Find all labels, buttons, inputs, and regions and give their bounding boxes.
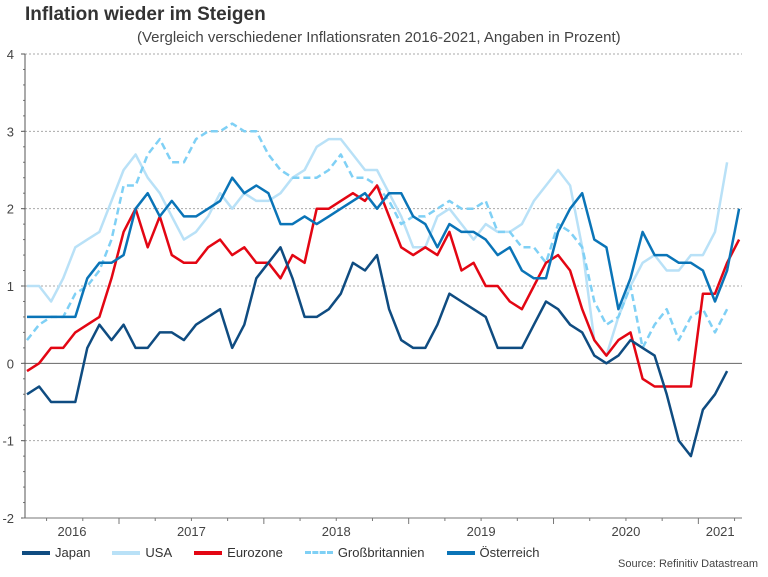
series-line-usa	[27, 137, 729, 357]
legend-swatch-eurozone	[194, 550, 223, 555]
x-tick-label: 2018	[322, 524, 351, 539]
x-tick-label: 2016	[58, 524, 87, 539]
legend-label: Eurozone	[227, 545, 283, 560]
legend-swatch-usa	[112, 550, 141, 555]
x-tick-label: 2021	[706, 524, 735, 539]
series-line-sterreich	[27, 176, 741, 319]
chart-title: Inflation wieder im Steigen	[25, 4, 266, 25]
legend-swatch-oesterreich	[446, 550, 475, 555]
y-tick-label: 3	[7, 124, 14, 139]
legend-item-oesterreich: Österreich	[446, 545, 540, 560]
gridlines	[25, 53, 742, 442]
y-tick-label: 1	[7, 279, 14, 294]
y-axis: -2 -1 0 1 2 3 4	[2, 47, 26, 526]
legend: Japan USA Eurozone Großbritannien Österr…	[22, 545, 562, 560]
y-tick-label: 4	[7, 47, 14, 62]
legend-item-eurozone: Eurozone	[194, 545, 283, 560]
source-note: Source: Refinitiv Datastream	[618, 558, 758, 570]
y-tick-label: 2	[7, 202, 14, 217]
series-lines	[26, 122, 741, 458]
y-tick-label: -2	[2, 511, 14, 526]
legend-item-usa: USA	[112, 545, 172, 560]
legend-label: Japan	[55, 545, 91, 560]
series-line-japan	[26, 246, 729, 458]
legend-item-grossbritannien: Großbritannien	[304, 545, 425, 560]
x-tick-label: 2020	[611, 524, 640, 539]
legend-label: USA	[145, 545, 173, 560]
x-tick-label: 2017	[177, 524, 206, 539]
legend-label: Österreich	[479, 545, 540, 560]
y-tick-label: 0	[7, 356, 14, 371]
chart-subtitle: (Vergleich verschiedener Inflationsraten…	[137, 29, 621, 46]
legend-item-japan: Japan	[22, 545, 90, 560]
legend-swatch-japan	[22, 550, 50, 555]
y-tick-label: -1	[2, 434, 14, 449]
legend-label: Großbritannien	[337, 545, 425, 560]
x-tick-label: 2019	[467, 524, 496, 539]
x-axis: 2016 2017 2018 2019 2020 2021	[25, 517, 742, 539]
legend-swatch-grossbritannien	[304, 551, 333, 554]
